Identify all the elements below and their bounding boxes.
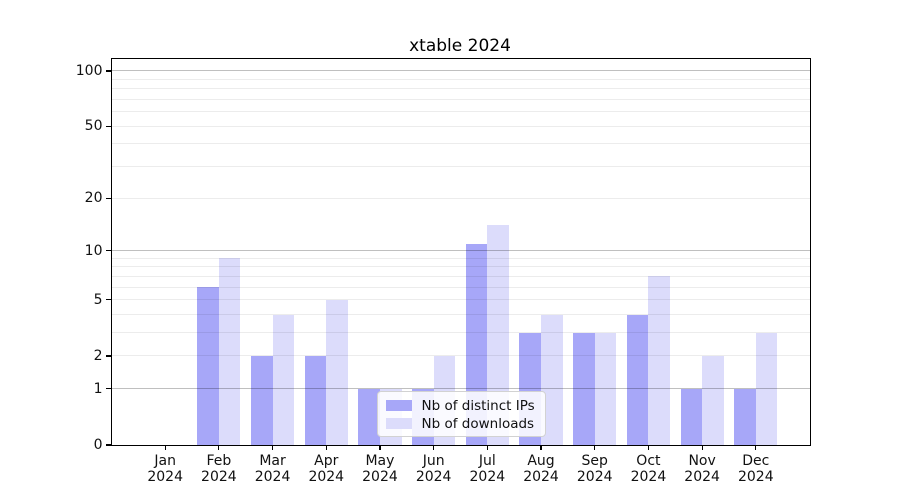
bar-downloads-dec bbox=[755, 332, 778, 445]
legend: Nb of distinct IPs Nb of downloads bbox=[376, 390, 546, 437]
y-gridline-90 bbox=[111, 78, 810, 80]
y-gridline-50 bbox=[111, 125, 810, 127]
x-tick-mark-may bbox=[379, 445, 381, 450]
y-tick-label-100: 100 bbox=[75, 62, 103, 79]
bar-distinct-ips-nov bbox=[680, 388, 703, 445]
legend-swatch-distinct-ips bbox=[385, 400, 412, 411]
y-tick-label-50: 50 bbox=[84, 118, 103, 135]
y-tick-label-5: 5 bbox=[93, 291, 103, 308]
x-tick-mark-feb bbox=[218, 445, 220, 450]
bar-downloads-apr bbox=[326, 299, 348, 445]
y-gridline-20 bbox=[111, 197, 810, 199]
y-gridline-40 bbox=[111, 143, 810, 145]
y-gridline-80 bbox=[111, 88, 810, 90]
bar-distinct-ips-may bbox=[358, 388, 380, 445]
y-tick-mark-50 bbox=[105, 125, 111, 127]
x-tick-label-jun: Jun 2024 bbox=[415, 453, 452, 485]
x-tick-label-apr: Apr 2024 bbox=[308, 453, 345, 485]
y-tick-mark-2 bbox=[105, 355, 111, 357]
x-tick-mark-oct bbox=[647, 445, 649, 450]
y-tick-mark-1 bbox=[105, 388, 111, 390]
y-gridline-10 bbox=[111, 250, 810, 252]
bar-downloads-mar bbox=[272, 314, 295, 445]
x-tick-mark-apr bbox=[325, 445, 327, 450]
x-tick-mark-dec bbox=[755, 445, 757, 450]
bar-downloads-sep bbox=[594, 332, 617, 445]
y-gridline-3 bbox=[111, 332, 810, 334]
y-tick-label-2: 2 bbox=[93, 347, 103, 364]
bar-distinct-ips-mar bbox=[250, 355, 273, 445]
y-gridline-9 bbox=[111, 257, 810, 259]
x-tick-mark-jan bbox=[164, 445, 166, 450]
x-tick-label-oct: Oct 2024 bbox=[630, 453, 667, 485]
y-tick-mark-0 bbox=[105, 444, 111, 446]
x-tick-label-aug: Aug 2024 bbox=[523, 453, 559, 485]
legend-swatch-downloads bbox=[385, 418, 412, 429]
y-gridline-7 bbox=[111, 275, 810, 277]
bar-distinct-ips-oct bbox=[626, 314, 649, 445]
x-tick-label-may: May 2024 bbox=[362, 453, 398, 485]
x-tick-label-dec: Dec 2024 bbox=[737, 453, 774, 485]
y-gridline-60 bbox=[111, 111, 810, 113]
y-tick-label-20: 20 bbox=[84, 190, 103, 207]
x-tick-label-sep: Sep 2024 bbox=[576, 453, 613, 485]
y-gridline-70 bbox=[111, 98, 810, 100]
bar-distinct-ips-feb bbox=[197, 287, 219, 445]
y-tick-mark-20 bbox=[105, 197, 111, 199]
y-tick-mark-10 bbox=[105, 250, 111, 252]
x-tick-label-mar: Mar 2024 bbox=[254, 453, 291, 485]
x-tick-label-feb: Feb 2024 bbox=[201, 453, 237, 485]
y-gridline-2 bbox=[111, 355, 810, 357]
x-tick-mark-mar bbox=[271, 445, 274, 450]
legend-item-downloads: Nb of downloads bbox=[385, 415, 537, 433]
y-gridline-5 bbox=[111, 299, 810, 301]
x-tick-label-jul: Jul 2024 bbox=[469, 453, 506, 485]
y-gridline-1 bbox=[111, 388, 810, 390]
y-tick-mark-100 bbox=[105, 70, 111, 72]
legend-label-distinct-ips: Nb of distinct IPs bbox=[421, 397, 535, 414]
bar-downloads-oct bbox=[648, 276, 671, 445]
y-tick-label-10: 10 bbox=[84, 242, 103, 259]
bar-downloads-feb bbox=[218, 258, 241, 445]
bar-downloads-jul bbox=[487, 225, 509, 445]
bar-downloads-aug bbox=[541, 314, 563, 445]
legend-label-downloads: Nb of downloads bbox=[421, 415, 535, 432]
bar-distinct-ips-sep bbox=[573, 332, 595, 445]
bar-distinct-ips-dec bbox=[734, 388, 756, 445]
x-tick-label-nov: Nov 2024 bbox=[684, 453, 720, 485]
x-tick-mark-aug bbox=[540, 445, 542, 450]
y-tick-mark-5 bbox=[105, 299, 111, 301]
x-tick-mark-jul bbox=[486, 445, 488, 450]
bar-downloads-nov bbox=[702, 355, 724, 445]
plot-area: 0 1 2 5 10 20 50 100 Jan 2024 Feb 2024 Mar 2024 Apr 202… bbox=[76, 58, 811, 484]
y-tick-label-0: 0 bbox=[93, 437, 103, 453]
bar-distinct-ips-apr bbox=[304, 355, 327, 445]
y-gridline-6 bbox=[111, 286, 810, 288]
x-tick-mark-jun bbox=[433, 445, 435, 450]
legend-item-distinct-ips: Nb of distinct IPs bbox=[385, 397, 537, 415]
y-gridline-4 bbox=[111, 314, 810, 316]
chart-title: xtable 2024 bbox=[409, 36, 511, 56]
y-gridline-30 bbox=[111, 166, 810, 168]
y-gridline-8 bbox=[111, 266, 810, 268]
x-tick-mark-nov bbox=[701, 445, 703, 450]
x-tick-mark-sep bbox=[594, 445, 596, 450]
y-tick-label-1: 1 bbox=[93, 380, 103, 397]
y-gridline-100 bbox=[111, 70, 810, 72]
x-tick-label-jan: Jan 2024 bbox=[147, 453, 184, 485]
